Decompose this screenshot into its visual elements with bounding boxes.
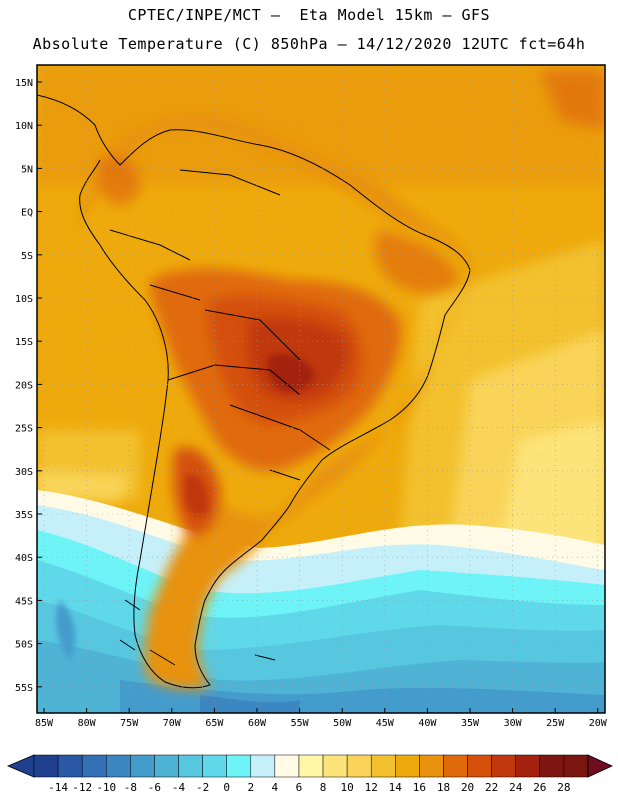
lon-label: 35W bbox=[461, 718, 480, 729]
colorbar-swatch bbox=[81, 754, 107, 778]
colorbar-swatch bbox=[57, 754, 83, 778]
chart-title-line-1: CPTEC/INPE/MCT – Eta Model 15km – GFS bbox=[127, 6, 491, 24]
lon-label: 70W bbox=[163, 718, 182, 729]
colorbar-labels: -14 -12 -10 -8 -6 -4 -2 0 2 4 6 8 10 12 14 16 18 20 22 24 26… bbox=[48, 781, 570, 794]
colorbar-label: 6 bbox=[296, 781, 303, 794]
lon-label: 50W bbox=[333, 718, 352, 729]
colorbar-label: 8 bbox=[320, 781, 327, 794]
colorbar-swatch bbox=[154, 754, 179, 778]
colorbar-swatch bbox=[226, 754, 252, 778]
colorbar-label: -12 bbox=[72, 781, 92, 794]
colorbar-swatch bbox=[298, 754, 324, 778]
colorbar-swatch bbox=[130, 754, 155, 778]
colorbar-label: 4 bbox=[272, 781, 279, 794]
lon-label: 40W bbox=[418, 718, 437, 729]
colorbar-arrow-high bbox=[587, 754, 613, 778]
lat-label: 50S bbox=[15, 640, 33, 651]
colorbar-swatch bbox=[515, 754, 541, 778]
latitude-labels: 15N 10N 5N EQ 5S 10S 15S 20S 25S 30S 35S 40S 45S 50S 5… bbox=[15, 78, 42, 694]
colorbar-label: 12 bbox=[365, 781, 378, 794]
chart-title-line-2: Absolute Temperature (C) 850hPa – 14/12/… bbox=[32, 35, 586, 53]
lat-label: EQ bbox=[21, 208, 33, 219]
lon-label: 85W bbox=[35, 718, 54, 729]
lat-label: 30S bbox=[15, 467, 33, 478]
colorbar-swatch bbox=[202, 754, 227, 778]
lat-label: 15N bbox=[15, 78, 33, 89]
lon-label: 80W bbox=[78, 718, 97, 729]
colorbar-swatch bbox=[419, 754, 444, 778]
colorbar-label: -2 bbox=[196, 781, 209, 794]
colorbar-arrow-low bbox=[6, 754, 35, 778]
colorbar-label: 14 bbox=[389, 781, 403, 794]
colorbar-swatch bbox=[467, 754, 492, 778]
colorbar-swatch bbox=[346, 754, 372, 778]
lat-label: 5S bbox=[21, 251, 33, 262]
colorbar-swatch bbox=[395, 754, 420, 778]
colorbar-swatch bbox=[33, 754, 59, 778]
lat-label: 15S bbox=[15, 337, 33, 348]
colorbar-swatch bbox=[563, 754, 589, 778]
lat-label: 40S bbox=[15, 553, 33, 564]
lon-label: 75W bbox=[120, 718, 139, 729]
colorbar bbox=[6, 754, 613, 778]
colorbar-swatch bbox=[106, 754, 131, 778]
lon-label: 60W bbox=[248, 718, 267, 729]
colorbar-label: 16 bbox=[413, 781, 426, 794]
colorbar-label: -10 bbox=[96, 781, 116, 794]
colorbar-label: 26 bbox=[533, 781, 546, 794]
coastline bbox=[37, 94, 471, 689]
colorbar-swatch bbox=[443, 754, 468, 778]
lat-label: 20S bbox=[15, 380, 33, 391]
colorbar-swatch bbox=[250, 754, 276, 778]
lat-label: 5N bbox=[21, 164, 33, 175]
lat-label: 35S bbox=[15, 510, 33, 521]
lon-label: 30W bbox=[504, 718, 523, 729]
colorbar-label: -4 bbox=[172, 781, 186, 794]
graticule bbox=[37, 65, 605, 713]
colorbar-label: 28 bbox=[557, 781, 570, 794]
colorbar-label: 18 bbox=[437, 781, 450, 794]
map-frame bbox=[36, 64, 606, 714]
lon-label: 25W bbox=[546, 718, 565, 729]
colorbar-swatch bbox=[491, 754, 516, 778]
lon-label: 65W bbox=[205, 718, 224, 729]
lon-label: 55W bbox=[291, 718, 310, 729]
lat-label: 25S bbox=[15, 424, 33, 435]
colorbar-label: 22 bbox=[485, 781, 498, 794]
lat-label: 55S bbox=[15, 683, 33, 694]
colorbar-swatch bbox=[178, 754, 203, 778]
colorbar-swatch bbox=[274, 754, 300, 778]
colorbar-swatch bbox=[370, 754, 396, 778]
colorbar-label: 2 bbox=[247, 781, 254, 794]
colorbar-swatch bbox=[539, 754, 565, 778]
lat-label: 45S bbox=[15, 596, 33, 607]
colorbar-label: -14 bbox=[48, 781, 68, 794]
colorbar-label: 24 bbox=[509, 781, 523, 794]
lat-label: 10S bbox=[15, 294, 33, 305]
colorbar-label: 0 bbox=[223, 781, 230, 794]
colorbar-swatch bbox=[322, 754, 348, 778]
colorbar-label: -6 bbox=[148, 781, 161, 794]
lon-label: 45W bbox=[376, 718, 395, 729]
colorbar-label: 10 bbox=[341, 781, 354, 794]
lat-label: 10N bbox=[15, 121, 33, 132]
lon-label: 20W bbox=[589, 718, 608, 729]
colorbar-label: 20 bbox=[461, 781, 474, 794]
colorbar-label: -8 bbox=[124, 781, 137, 794]
longitude-labels: 85W 80W 75W 70W 65W 60W 55W 50W 45W 40W 35W 30W 25W 2… bbox=[35, 708, 608, 729]
